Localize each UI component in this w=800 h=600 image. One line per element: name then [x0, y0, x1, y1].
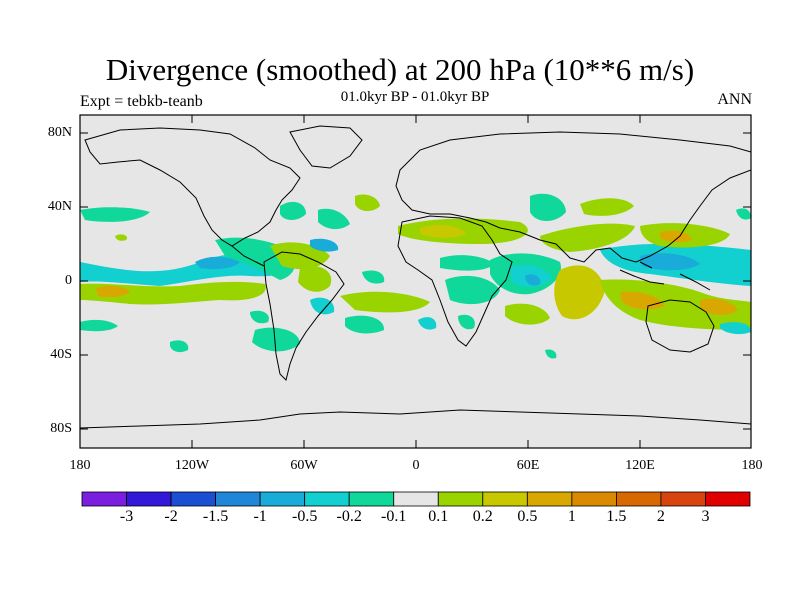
x-tick-label: 60W [290, 458, 318, 473]
contour-region [355, 194, 380, 212]
contour-region [736, 208, 751, 220]
colorbar-label: -3 [119, 508, 134, 525]
coastline-africa [397, 215, 513, 347]
colorbar-swatch [660, 491, 706, 507]
colorbar-label: 0.2 [472, 508, 493, 525]
colorbar [81, 491, 751, 507]
coastline-eurasia [395, 131, 751, 263]
colorbar-label: 1 [567, 508, 576, 525]
contour-region [252, 327, 300, 352]
contour-region [115, 234, 128, 241]
season-label: ANN [717, 91, 752, 108]
contour-region [620, 291, 665, 310]
colorbar-swatch [616, 491, 662, 507]
coastline-australia [645, 299, 715, 353]
contour-region [505, 303, 550, 325]
contour-region [80, 207, 150, 222]
contour-region [660, 230, 692, 243]
contour-region [318, 208, 350, 230]
contour-region [530, 193, 566, 221]
plot-title: Divergence (smoothed) at 200 hPa (10**6 … [105, 52, 695, 87]
divergence-field [80, 193, 751, 359]
contour-region [80, 281, 266, 305]
contour-region [554, 265, 605, 320]
contour-region [540, 223, 635, 252]
x-tick-label: 180 [69, 458, 91, 473]
y-tick-label: 80S [50, 421, 72, 436]
x-tick-label: 120W [174, 458, 210, 473]
y-tick-label: 0 [65, 273, 72, 288]
colorbar-swatch [705, 491, 751, 507]
colorbar-label: -2 [164, 508, 178, 525]
contour-region [280, 201, 306, 220]
contour-region [195, 256, 240, 270]
contour-region [310, 238, 339, 252]
coastline-antarctica [80, 409, 751, 429]
colorbar-label: 0.5 [517, 508, 538, 525]
contour-region [525, 274, 541, 286]
y-tick-label: 80N [47, 125, 72, 140]
colorbar-swatch [126, 491, 172, 507]
colorbar-label: 1.5 [606, 508, 627, 525]
contour-region [345, 315, 385, 334]
axis-ticks [80, 115, 751, 448]
contour-region [420, 225, 466, 238]
colorbar-swatch [437, 491, 484, 507]
colorbar-swatch [304, 491, 350, 507]
colorbar-label: 3 [701, 508, 710, 525]
experiment-label: Expt = tebkb-teanb [80, 93, 203, 110]
contour-region [440, 255, 495, 271]
coastline-south-america [263, 251, 345, 381]
contour-region [80, 253, 293, 286]
colorbar-label: -0.1 [381, 508, 407, 525]
colorbar-swatch [81, 491, 127, 507]
colorbar-swatch [215, 491, 261, 507]
colorbar-label: 2 [656, 508, 665, 525]
colorbar-label: -1 [253, 508, 267, 525]
x-tick-label: 60E [516, 458, 540, 473]
colorbar-swatch [526, 491, 573, 507]
coastline-indonesia [619, 261, 711, 291]
contour-region [720, 322, 751, 335]
x-tick-label: 120E [625, 458, 655, 473]
contour-region [445, 275, 500, 305]
colorbar-swatch [259, 491, 306, 507]
contour-region [250, 310, 269, 324]
colorbar-swatch [348, 491, 395, 507]
coastlines [80, 125, 751, 429]
colorbar-label: -0.2 [336, 508, 362, 525]
plot-subtitle: 01.0kyr BP - 01.0kyr BP [340, 89, 490, 105]
contour-region [310, 297, 335, 315]
colorbar-swatch [571, 491, 617, 507]
contour-region [96, 285, 130, 298]
contour-region [298, 266, 332, 292]
colorbar-swatch [482, 491, 528, 507]
contour-region [362, 270, 385, 284]
colorbar-swatch [170, 491, 216, 507]
contour-region [170, 340, 189, 353]
contour-region [600, 279, 751, 330]
coastline-north-america [84, 127, 301, 247]
contour-region [545, 349, 557, 359]
y-tick-label: 40S [50, 347, 72, 362]
coastline-greenland [289, 125, 363, 169]
colorbar-label: -0.5 [291, 508, 318, 525]
contour-region [640, 253, 700, 271]
x-tick-label: 180 [741, 458, 763, 473]
contour-region [340, 291, 430, 313]
contour-region [80, 319, 118, 332]
colorbar-label: -1.5 [202, 508, 229, 525]
coastline-central-america [231, 245, 265, 267]
x-tick-label: 0 [412, 458, 420, 473]
colorbar-label: 0.1 [428, 508, 449, 525]
colorbar-swatch [393, 491, 439, 507]
contour-region [458, 314, 475, 330]
contour-region [700, 298, 738, 316]
contour-region [418, 317, 437, 330]
contour-region [580, 198, 634, 216]
y-tick-label: 40N [47, 199, 72, 214]
